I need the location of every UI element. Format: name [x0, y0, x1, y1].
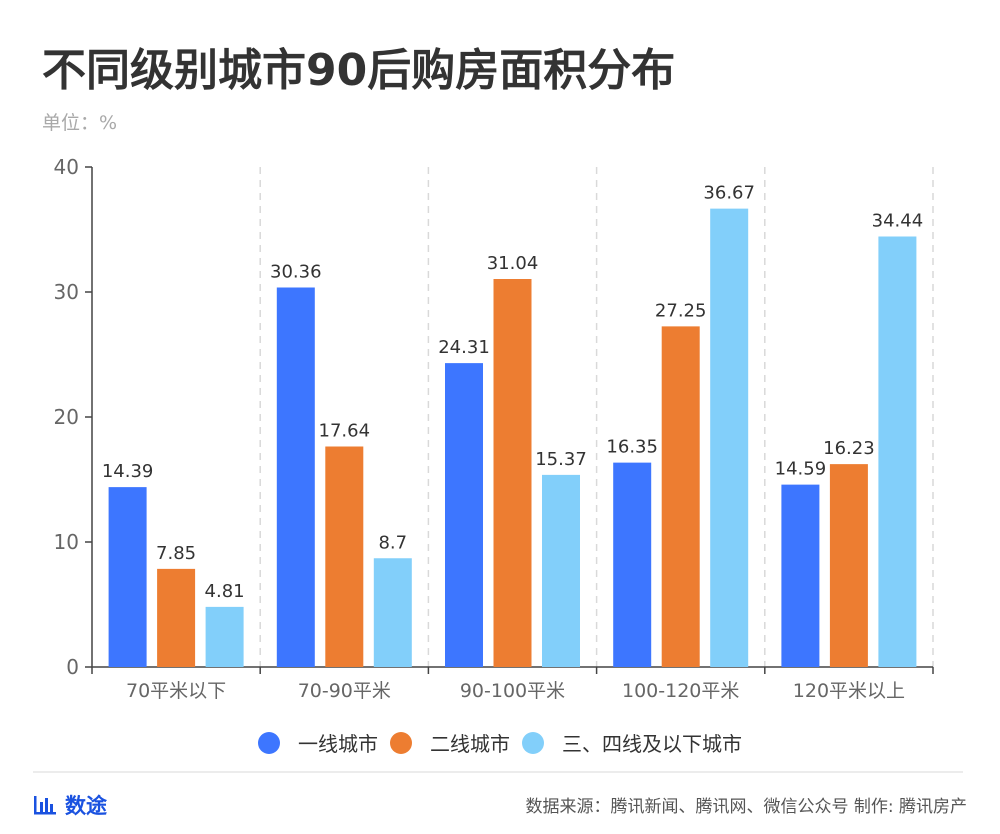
- legend-item: 二线城市: [390, 728, 510, 757]
- legend-label: 一线城市: [298, 732, 378, 756]
- legend-item: 三、四线及以下城市: [522, 728, 742, 757]
- data-label: 7.85: [156, 543, 196, 564]
- data-label: 15.37: [535, 449, 587, 470]
- data-label: 31.04: [487, 253, 539, 274]
- data-source: 数据来源：腾讯新闻、腾讯网、微信公众号 制作: 腾讯房产: [525, 797, 967, 817]
- legend-label: 三、四线及以下城市: [562, 732, 742, 756]
- bar-chart-icon: [34, 796, 56, 815]
- bar-chart: 0 10 20 30 40 14.39 7.85 4.81 70平米以下 30.36 17.64 8.…: [54, 155, 934, 702]
- data-label: 34.44: [872, 211, 924, 232]
- legend: 一线城市 二线城市 三、四线及以下城市: [0, 728, 1000, 757]
- y-tick-label: 20: [54, 405, 79, 429]
- data-label: 8.7: [378, 532, 407, 553]
- bar: [661, 326, 700, 667]
- data-label: 14.39: [102, 461, 154, 482]
- legend-item: 一线城市: [258, 728, 378, 757]
- bar: [445, 363, 483, 667]
- bar: [878, 236, 917, 667]
- legend-marker: [390, 731, 412, 754]
- legend-marker: [522, 731, 544, 754]
- data-label: 14.59: [775, 459, 827, 480]
- data-label: 30.36: [270, 262, 322, 283]
- unit-label: 单位：%: [42, 112, 118, 134]
- bar: [325, 446, 364, 667]
- bar: [108, 487, 147, 667]
- x-tick-label: 120平米以上: [793, 680, 905, 702]
- data-label: 36.67: [703, 183, 755, 204]
- legend-marker: [258, 731, 280, 754]
- bar: [613, 462, 652, 667]
- bar: [781, 484, 820, 667]
- data-label: 4.81: [205, 581, 245, 602]
- y-tick-label: 10: [54, 530, 79, 554]
- brand-name: 数途: [65, 794, 107, 818]
- bar: [157, 568, 196, 667]
- y-tick-label: 40: [54, 155, 79, 179]
- x-tick-label: 90-100平米: [460, 680, 565, 702]
- data-label: 16.23: [823, 438, 875, 459]
- chart-title: 不同级别城市90后购房面积分布: [42, 45, 676, 96]
- x-tick-label: 70平米以下: [126, 680, 226, 702]
- x-tick-label: 100-120平米: [622, 680, 739, 702]
- bar: [276, 287, 315, 667]
- data-label: 17.64: [319, 421, 371, 442]
- bar: [493, 279, 532, 667]
- bar: [373, 558, 412, 667]
- legend-label: 二线城市: [430, 732, 510, 756]
- bar: [829, 464, 868, 667]
- bar: [205, 606, 244, 667]
- bar: [542, 474, 580, 667]
- x-tick-label: 70-90平米: [298, 680, 391, 702]
- brand-logo: 数途: [33, 790, 107, 820]
- data-label: 16.35: [606, 437, 658, 458]
- data-label: 27.25: [655, 300, 707, 321]
- y-tick-label: 30: [54, 280, 79, 304]
- y-tick-label: 0: [66, 655, 79, 679]
- footer-divider: [33, 771, 963, 773]
- bar: [710, 208, 749, 667]
- data-label: 24.31: [438, 337, 490, 358]
